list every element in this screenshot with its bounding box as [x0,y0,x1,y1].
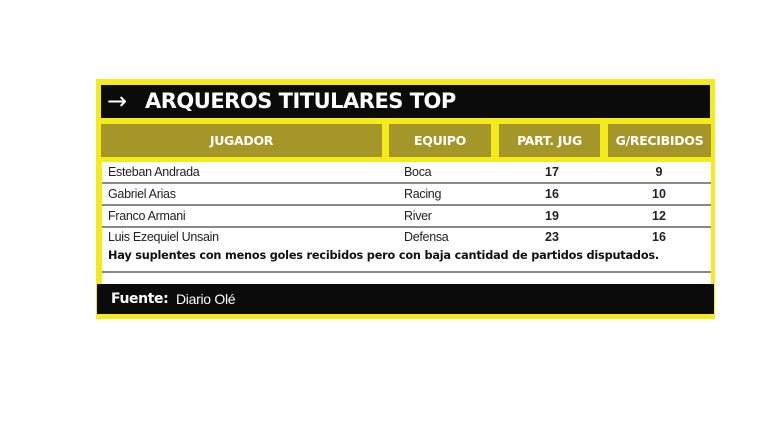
source-label: Fuente: [111,291,169,307]
table-note: Hay suplentes con menos goles recibidos … [108,249,659,262]
cell-partidos: 23 [545,230,559,244]
table-row: Luis Ezequiel Unsain Defensa 23 16 [102,227,711,248]
cell-jugador: Gabriel Arias [108,187,176,201]
cell-goles: 9 [655,165,663,179]
header-partidos: PART. JUG [499,124,600,157]
cell-goles: 16 [652,230,666,244]
table-title: ARQUEROS TITULARES TOP [145,89,456,113]
header-equipo: EQUIPO [389,124,491,157]
goalkeepers-table-card: → ARQUEROS TITULARES TOP JUGADOR EQUIPO … [96,79,715,319]
table-title-bar: → ARQUEROS TITULARES TOP [101,85,710,118]
cell-equipo: Racing [404,187,442,201]
row-divider [102,204,711,206]
table-row: Esteban Andrada Boca 17 9 [102,162,711,184]
cell-partidos: 17 [545,165,559,179]
header-goles: G/RECIBIDOS [608,124,711,157]
cell-jugador: Luis Ezequiel Unsain [108,230,219,244]
cell-equipo: Boca [404,165,432,179]
source-footer: Fuente: Diario Olé [97,284,714,314]
header-jugador: JUGADOR [101,124,382,157]
row-divider [102,226,711,228]
cell-goles: 10 [652,187,666,201]
cell-jugador: Franco Armani [108,209,186,223]
table-body: Esteban Andrada Boca 17 9 Gabriel Arias … [102,162,711,284]
cell-equipo: Defensa [404,230,449,244]
table-row: Franco Armani River 19 12 [102,206,711,228]
cell-equipo: River [404,209,432,223]
source-value: Diario Olé [176,291,236,307]
cell-goles: 12 [652,209,666,223]
cell-partidos: 16 [545,187,559,201]
row-divider [102,182,711,184]
table-row: Gabriel Arias Racing 16 10 [102,184,711,206]
note-divider [102,271,711,273]
cell-jugador: Esteban Andrada [108,165,200,179]
cell-partidos: 19 [545,209,559,223]
arrow-right-icon: → [107,87,127,115]
